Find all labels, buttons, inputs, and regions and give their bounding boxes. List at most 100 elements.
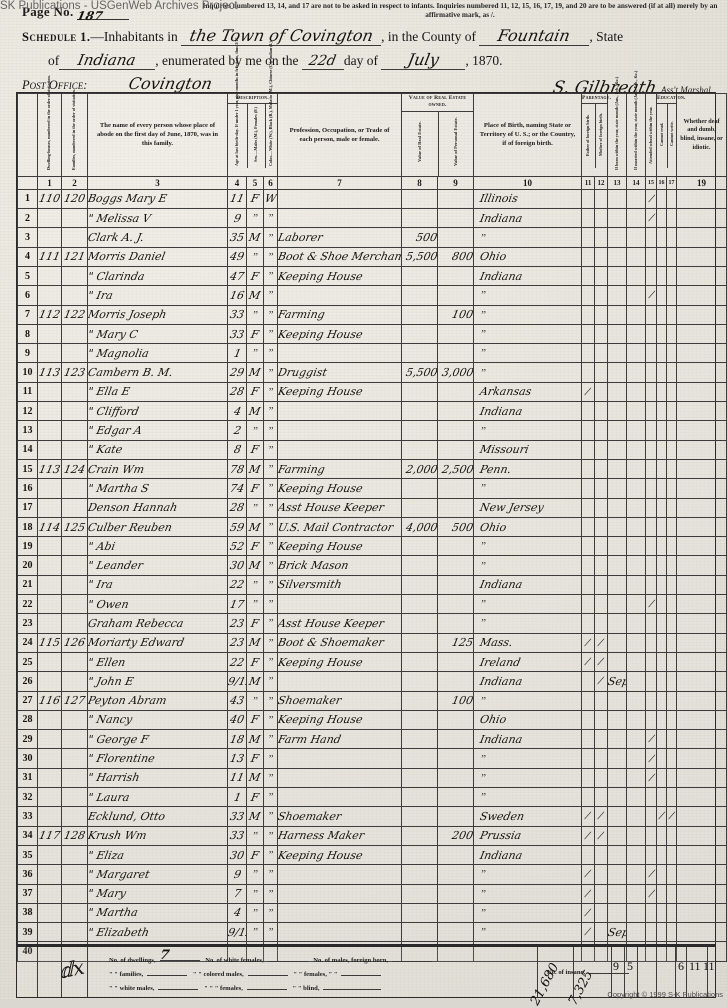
post-office-value: Covington <box>127 74 214 93</box>
cell-father-foreign <box>582 730 595 749</box>
cell-dwelling-number <box>38 402 62 421</box>
footer-label-white-females: No. of white females, <box>205 957 263 964</box>
cell-father-foreign <box>582 402 595 421</box>
cell-real-estate-value <box>402 595 438 614</box>
cell-born-in-year <box>608 691 627 710</box>
cell-cannot-read <box>657 826 667 845</box>
cell-sex: M <box>247 730 264 749</box>
footer-label-families: " " families, <box>109 971 143 978</box>
cell-married-in-year <box>627 845 646 864</box>
cell-mother-foreign <box>595 845 608 864</box>
cell-sex: F <box>247 440 264 459</box>
cell-color: ” <box>264 730 278 749</box>
cell-age: 4 <box>228 903 247 922</box>
day-value: 22d <box>308 53 338 69</box>
cell-sex: F <box>247 267 264 286</box>
cell-dwelling-number: 114 <box>38 517 62 536</box>
cell-real-estate-value <box>402 189 438 208</box>
cell-mother-foreign <box>595 865 608 884</box>
cell-sex: ” <box>247 865 264 884</box>
row-number: 21 <box>18 575 38 594</box>
enumerated-label: , enumerated by me on the <box>155 53 298 68</box>
colnum-13: 13 <box>608 176 627 189</box>
cell-father-foreign <box>582 498 595 517</box>
cell-age: 23 <box>228 614 247 633</box>
cell-personal-estate-value <box>438 788 474 807</box>
cell-personal-estate-value <box>438 845 474 864</box>
cell-cannot-write <box>667 768 677 787</box>
cell-cannot-read <box>657 595 667 614</box>
header-col13: If born within the year, state month (Ja… <box>608 94 627 177</box>
colnum-4: 4 <box>228 176 247 189</box>
cell-dwelling-number <box>38 498 62 517</box>
cell-born-in-year <box>608 363 627 382</box>
cell-family-number: 120 <box>62 189 88 208</box>
cell-mother-foreign <box>595 305 608 324</box>
cell-personal-estate-value <box>438 267 474 286</box>
of-label: of <box>48 53 59 68</box>
cell-cannot-write: / <box>667 807 677 826</box>
cell-person-name: " Florentine <box>88 749 228 768</box>
cell-family-number <box>62 788 88 807</box>
row-number: 35 <box>18 845 38 864</box>
cell-born-in-year: Sept <box>608 672 627 691</box>
cell-birthplace: ” <box>474 421 582 440</box>
cell-dwelling-number <box>38 768 62 787</box>
cell-personal-estate-value <box>438 440 474 459</box>
table-row[interactable]: 26" John E9/12M”Indiana/Sept26 <box>18 672 727 691</box>
cell-personal-estate-value <box>438 556 474 575</box>
table-row[interactable]: 2" Melissa V9””Indiana/2 <box>18 209 727 228</box>
cell-sex: M <box>247 807 264 826</box>
cell-born-in-year <box>608 595 627 614</box>
cell-person-name: " Leander <box>88 556 228 575</box>
cell-born-in-year <box>608 440 627 459</box>
colnum-8: 8 <box>402 176 438 189</box>
cell-married-in-year <box>627 363 646 382</box>
cell-mother-foreign <box>595 575 608 594</box>
row-number: 27 <box>18 691 38 710</box>
header-col3: The name of every person whose place of … <box>88 94 228 177</box>
cell-sex: M <box>247 286 264 305</box>
cell-cannot-write <box>667 884 677 903</box>
cell-family-number <box>62 575 88 594</box>
cell-cannot-write <box>667 923 677 942</box>
day-label: day of <box>344 53 378 68</box>
table-row[interactable]: 13" Edgar A2”””13 <box>18 421 727 440</box>
